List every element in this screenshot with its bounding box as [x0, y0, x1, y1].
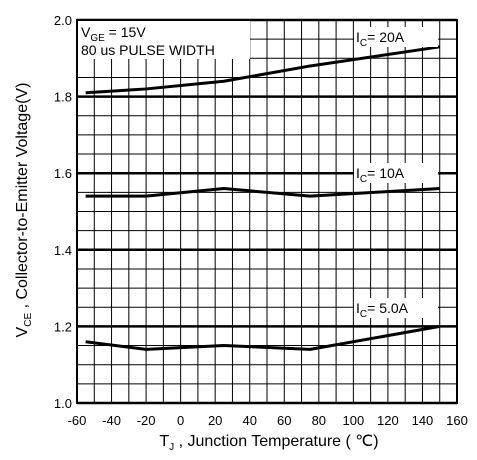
- y-tick-label: 2.0: [54, 13, 72, 28]
- x-tick-label: 0: [177, 413, 184, 428]
- y-tick-label: 1.2: [54, 319, 72, 334]
- series-labels: IC= 20A IC= 10A IC= 5.0A: [354, 27, 438, 320]
- x-tick-label: 160: [446, 413, 468, 428]
- x-tick-labels: -60 -40 -20 0 20 40 60 80 100 120 140 160: [68, 413, 468, 428]
- x-tick-label: 100: [343, 413, 365, 428]
- x-tick-label: 60: [277, 413, 291, 428]
- series-line-0: [85, 45, 440, 95]
- x-axis-label: TJ , Junction Temperature ( ℃): [159, 433, 378, 453]
- x-tick-label: 120: [377, 413, 399, 428]
- plot-frame: [76, 19, 458, 404]
- series-label-5a: IC= 5.0A: [356, 300, 409, 320]
- x-tick-label: -20: [137, 413, 156, 428]
- x-tick-label: 40: [242, 413, 256, 428]
- series-label-bg-5a: [354, 298, 438, 318]
- x-tick-label: 80: [312, 413, 326, 428]
- x-tick-label: 20: [208, 413, 222, 428]
- y-tick-label: 1.8: [54, 90, 72, 105]
- annotation-vge: VGE = 15V: [81, 24, 146, 44]
- y-tick-labels: 1.0 1.2 1.4 1.6 1.8 2.0: [54, 13, 72, 411]
- y-tick-label: 1.0: [54, 396, 72, 411]
- annotation-pulse-width: 80 us PULSE WIDTH: [81, 42, 215, 58]
- x-tick-label: -60: [68, 413, 87, 428]
- y-tick-label: 1.6: [54, 166, 72, 181]
- y-tick-label: 1.4: [54, 243, 72, 258]
- y-axis-label: VCE , Collector-to-Emitter Voltage(V): [14, 83, 34, 338]
- series-label-20a: IC= 20A: [356, 29, 405, 49]
- series-lines: [85, 45, 440, 351]
- series-label-bg-10a: [354, 163, 438, 183]
- annotation-background: [78, 21, 250, 59]
- series-label-bg-20a: [354, 27, 438, 47]
- x-tick-label: 140: [412, 413, 434, 428]
- series-line-1: [85, 187, 440, 198]
- series-label-10a: IC= 10A: [356, 165, 405, 185]
- x-tick-label: -40: [102, 413, 121, 428]
- series-line-2: [85, 324, 440, 351]
- grid: [77, 18, 457, 405]
